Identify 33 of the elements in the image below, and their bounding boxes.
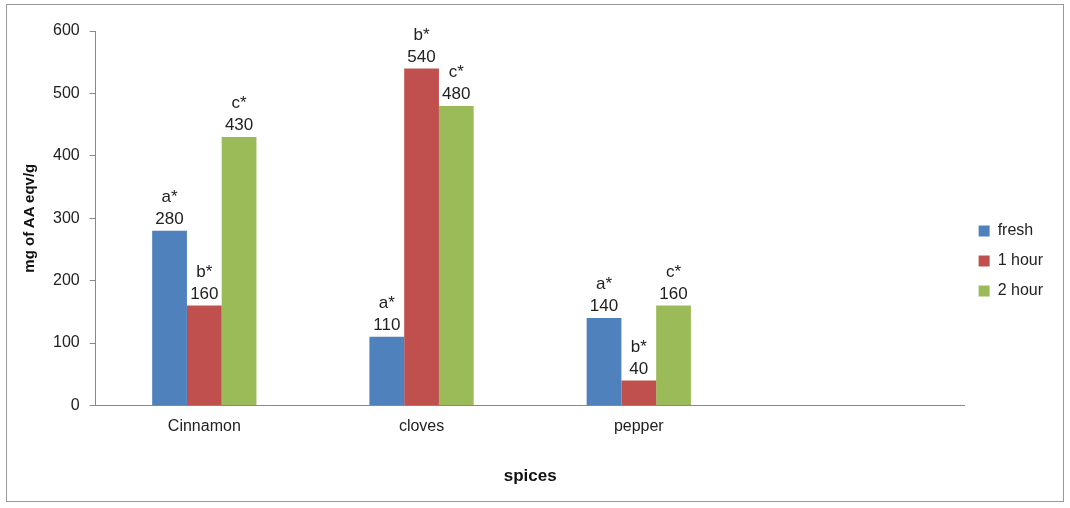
- x-tick-label: cloves: [398, 417, 445, 435]
- data-label: a* 110: [373, 292, 401, 334]
- y-tick-label: 0: [70, 395, 80, 413]
- bar: [586, 318, 622, 405]
- bar: [186, 305, 222, 405]
- bar: [152, 230, 187, 405]
- data-label: c* 430: [224, 93, 254, 135]
- x-tick-label: Cinnamon: [167, 417, 241, 435]
- data-label: b* 40: [629, 336, 649, 378]
- y-tick-label: 100: [52, 333, 80, 351]
- data-label: c* 160: [659, 261, 688, 303]
- legend-label: fresh: [997, 221, 1034, 239]
- bar: [438, 105, 474, 405]
- data-label: b* 160: [190, 261, 219, 303]
- legend-label: 2 hour: [997, 281, 1044, 299]
- bar: [621, 380, 657, 405]
- y-axis-title: mg of AA eqv/g: [20, 163, 38, 273]
- data-label: b* 540: [407, 24, 436, 66]
- data-label: c* 480: [442, 62, 471, 104]
- bar: [369, 336, 405, 405]
- y-tick-label: 300: [52, 208, 80, 226]
- data-label: a* 280: [155, 186, 184, 228]
- data-label: a* 140: [589, 274, 619, 316]
- y-tick-label: 400: [52, 146, 80, 164]
- bar: [221, 137, 257, 405]
- y-tick-label: 200: [52, 271, 80, 289]
- x-axis-title: spices: [503, 466, 557, 486]
- y-tick-label: 600: [52, 21, 80, 39]
- bar: [656, 305, 691, 405]
- legend-label: 1 hour: [997, 251, 1044, 269]
- x-tick-label: pepper: [613, 417, 665, 435]
- y-tick-label: 500: [52, 83, 80, 101]
- bar: [404, 68, 439, 405]
